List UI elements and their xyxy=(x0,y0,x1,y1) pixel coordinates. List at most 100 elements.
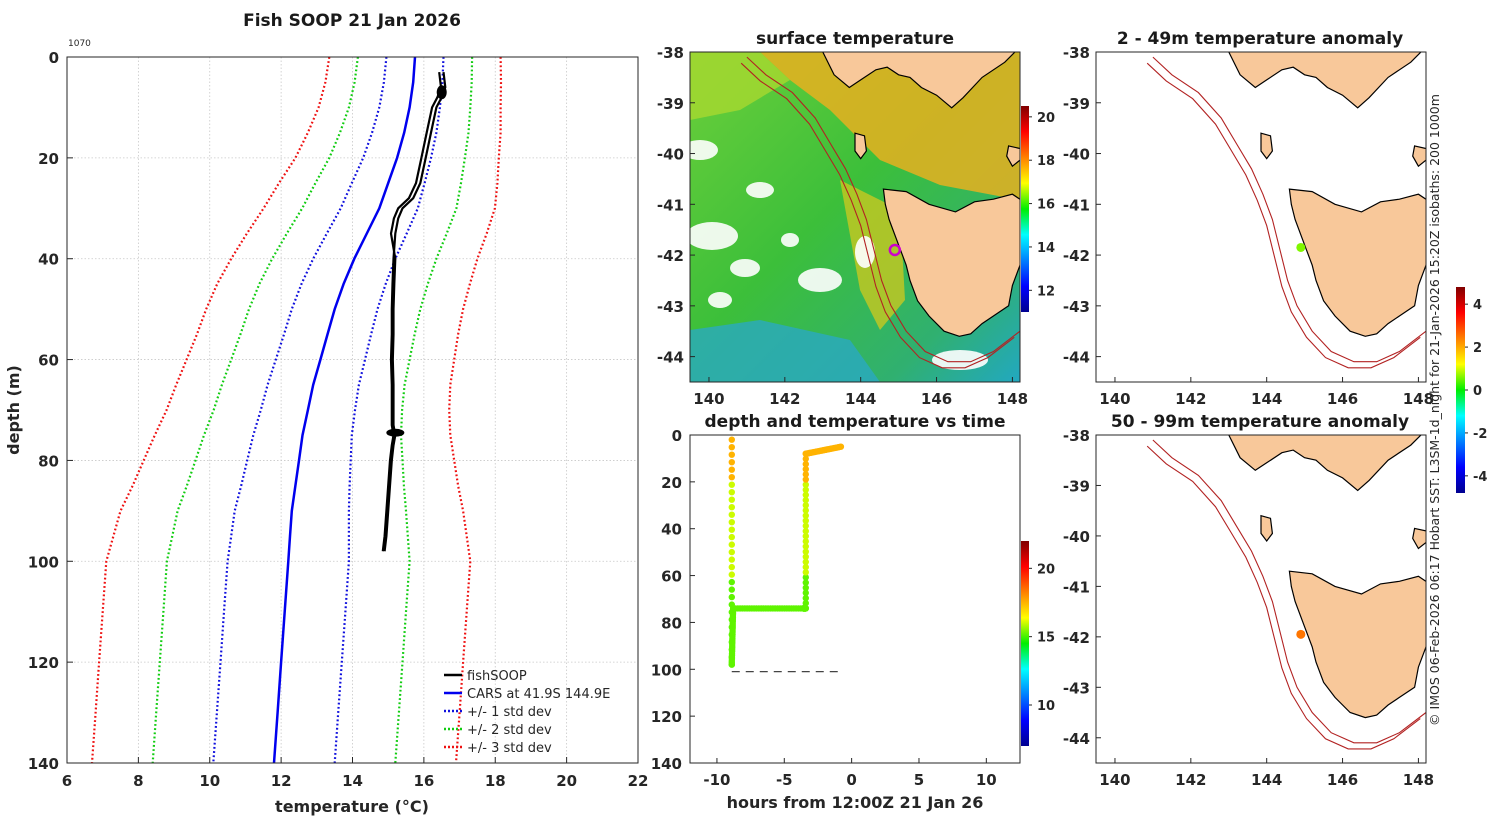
anomaly-deep-content xyxy=(1096,435,1426,763)
dt-y-tick-label: 100 xyxy=(651,661,682,679)
map-x-tick-label: 148 xyxy=(1403,771,1434,789)
depth-time-sample xyxy=(802,481,809,488)
depth-time-sample xyxy=(802,502,809,509)
depth-time-sample xyxy=(802,507,809,514)
dt-y-tick-label: 80 xyxy=(661,614,682,632)
a2-land-victoria-coast xyxy=(1228,435,1422,492)
sst-isobaths xyxy=(740,56,1020,369)
std1-upper-curve xyxy=(333,56,445,764)
anomaly-colorbar xyxy=(1456,287,1465,493)
anomaly-shallow-panel: 2 - 49m temperature anomaly 140 142 144 146… xyxy=(1063,29,1434,408)
map-x-tick-label: 140 xyxy=(1099,390,1130,408)
map-y-tick-label: -42 xyxy=(657,247,684,265)
map-y-tick-label: -41 xyxy=(657,196,684,214)
map-x-tick-label: 142 xyxy=(1175,771,1206,789)
x-tick-label: 20 xyxy=(556,772,577,790)
map-x-tick-label: 142 xyxy=(769,390,800,408)
x-tick-label: 14 xyxy=(342,772,363,790)
dt-y-tick-label: 120 xyxy=(651,708,682,726)
sst-isobath-200m xyxy=(746,56,1020,363)
depth-time-track xyxy=(728,436,845,673)
map-x-tick-label: 144 xyxy=(1251,771,1282,789)
profile-curves xyxy=(90,56,503,764)
a2-isobaths-isobath-1000m xyxy=(1146,445,1421,750)
map-y-tick-label: -41 xyxy=(1063,196,1090,214)
depth-time-sample xyxy=(728,436,735,443)
sst-cloud-gap-6 xyxy=(781,233,799,247)
dt-x-tick-label: 10 xyxy=(976,771,997,789)
depth-time-sample xyxy=(728,556,735,563)
depth-time-sample xyxy=(802,600,809,607)
sst-cb-tick-label: 18 xyxy=(1037,154,1055,169)
fishsoop-bottom-cluster xyxy=(386,428,405,437)
depth-time-x-label: hours from 12:00Z 21 Jan 26 xyxy=(727,793,984,812)
anomaly-deep-panel: 50 - 99m temperature anomaly 140 142 144 14… xyxy=(1063,412,1434,789)
map-y-tick-label: -39 xyxy=(1063,95,1090,113)
profile-corner-label: 1070 xyxy=(68,39,91,49)
dt-y-tick-label: 60 xyxy=(661,568,682,586)
sst-warm-northwest xyxy=(690,52,790,120)
depth-time-sample xyxy=(802,569,809,576)
depth-time-sample xyxy=(728,444,735,451)
map-y-tick-label: -41 xyxy=(1063,578,1090,596)
sst-cloud-gap-5 xyxy=(708,292,732,308)
fishsoop-surface-cluster xyxy=(436,85,447,100)
deployment-marker xyxy=(888,243,902,257)
map-x-tick-label: 146 xyxy=(1327,771,1358,789)
side-caption: © IMOS 06-Feb-2026 06:17 Hobart SST: L3S… xyxy=(1427,94,1442,726)
depth-time-sample xyxy=(837,443,845,450)
anomaly-colorbar-ticks: -4 -2 0 2 4 xyxy=(1465,298,1487,485)
sst-cloud-gap-3 xyxy=(798,268,842,292)
profile-x-ticks: 6 8 10 12 14 16 18 20 22 xyxy=(62,757,648,790)
sst-map-axes-box xyxy=(689,51,1021,383)
std2-lower-curve xyxy=(151,56,359,764)
a1-isobaths-isobath-1000m xyxy=(1146,62,1421,369)
map-y-tick-label: -38 xyxy=(1063,44,1090,62)
depth-time-sample xyxy=(728,474,735,481)
depth-time-sample xyxy=(728,571,735,578)
depth-time-sample xyxy=(802,605,809,612)
anomaly-shallow-content xyxy=(1096,52,1426,382)
depth-time-sample xyxy=(728,489,735,496)
sst-map-content xyxy=(690,52,1020,382)
depth-time-sample xyxy=(728,541,735,548)
depth-time-sample xyxy=(802,517,809,524)
depth-time-sample xyxy=(802,584,809,591)
anomaly-shallow-ticks: 140 142 144 146 148 -38 -39 -40 -41 -42 -43 -44 xyxy=(1063,44,1434,408)
anomaly-cb-tick-label: 0 xyxy=(1473,384,1482,399)
map-x-tick-label: 148 xyxy=(1403,390,1434,408)
map-y-tick-label: -40 xyxy=(1063,146,1090,164)
x-tick-label: 10 xyxy=(199,772,220,790)
depth-time-sample xyxy=(802,476,809,483)
y-tick-label: 80 xyxy=(38,452,59,470)
sst-land-tasmania xyxy=(882,188,1020,337)
anomaly-cb-tick-label: -2 xyxy=(1473,427,1487,442)
std3-lower-curve xyxy=(90,56,331,764)
depth-time-sample xyxy=(802,496,809,504)
anomaly-deep-point xyxy=(1296,629,1306,639)
sst-cloud-gap-1 xyxy=(690,222,738,250)
depth-time-sample xyxy=(802,548,809,555)
a2-land-king-island xyxy=(1260,514,1274,542)
depth-time-sample xyxy=(728,526,735,533)
x-tick-label: 6 xyxy=(62,772,72,790)
sst-cloud-gap-7 xyxy=(730,259,760,277)
depth-time-sample xyxy=(802,512,809,519)
sst-cloud-gap-0 xyxy=(690,140,718,160)
dt-x-tick-label: 0 xyxy=(846,771,856,789)
profile-y-ticks: 0 20 40 60 80 100 120 140 xyxy=(28,49,73,773)
depth-time-sample xyxy=(802,522,809,530)
map-y-tick-label: -44 xyxy=(1063,730,1090,748)
y-tick-label: 20 xyxy=(38,150,59,168)
depth-time-colorbar-ticks: 10 15 20 xyxy=(1029,562,1055,714)
sst-cloud-gap-2 xyxy=(746,182,774,198)
a1-land-king-island xyxy=(1260,132,1274,160)
depth-time-sample xyxy=(728,578,735,586)
map-y-tick-label: -40 xyxy=(1063,528,1090,546)
map-y-tick-label: -39 xyxy=(1063,477,1090,495)
anomaly-cb-tick-label: -4 xyxy=(1473,470,1487,485)
map-y-tick-label: -44 xyxy=(1063,349,1090,367)
map-y-tick-label: -43 xyxy=(657,298,684,316)
dt-y-tick-label: 20 xyxy=(661,474,682,492)
